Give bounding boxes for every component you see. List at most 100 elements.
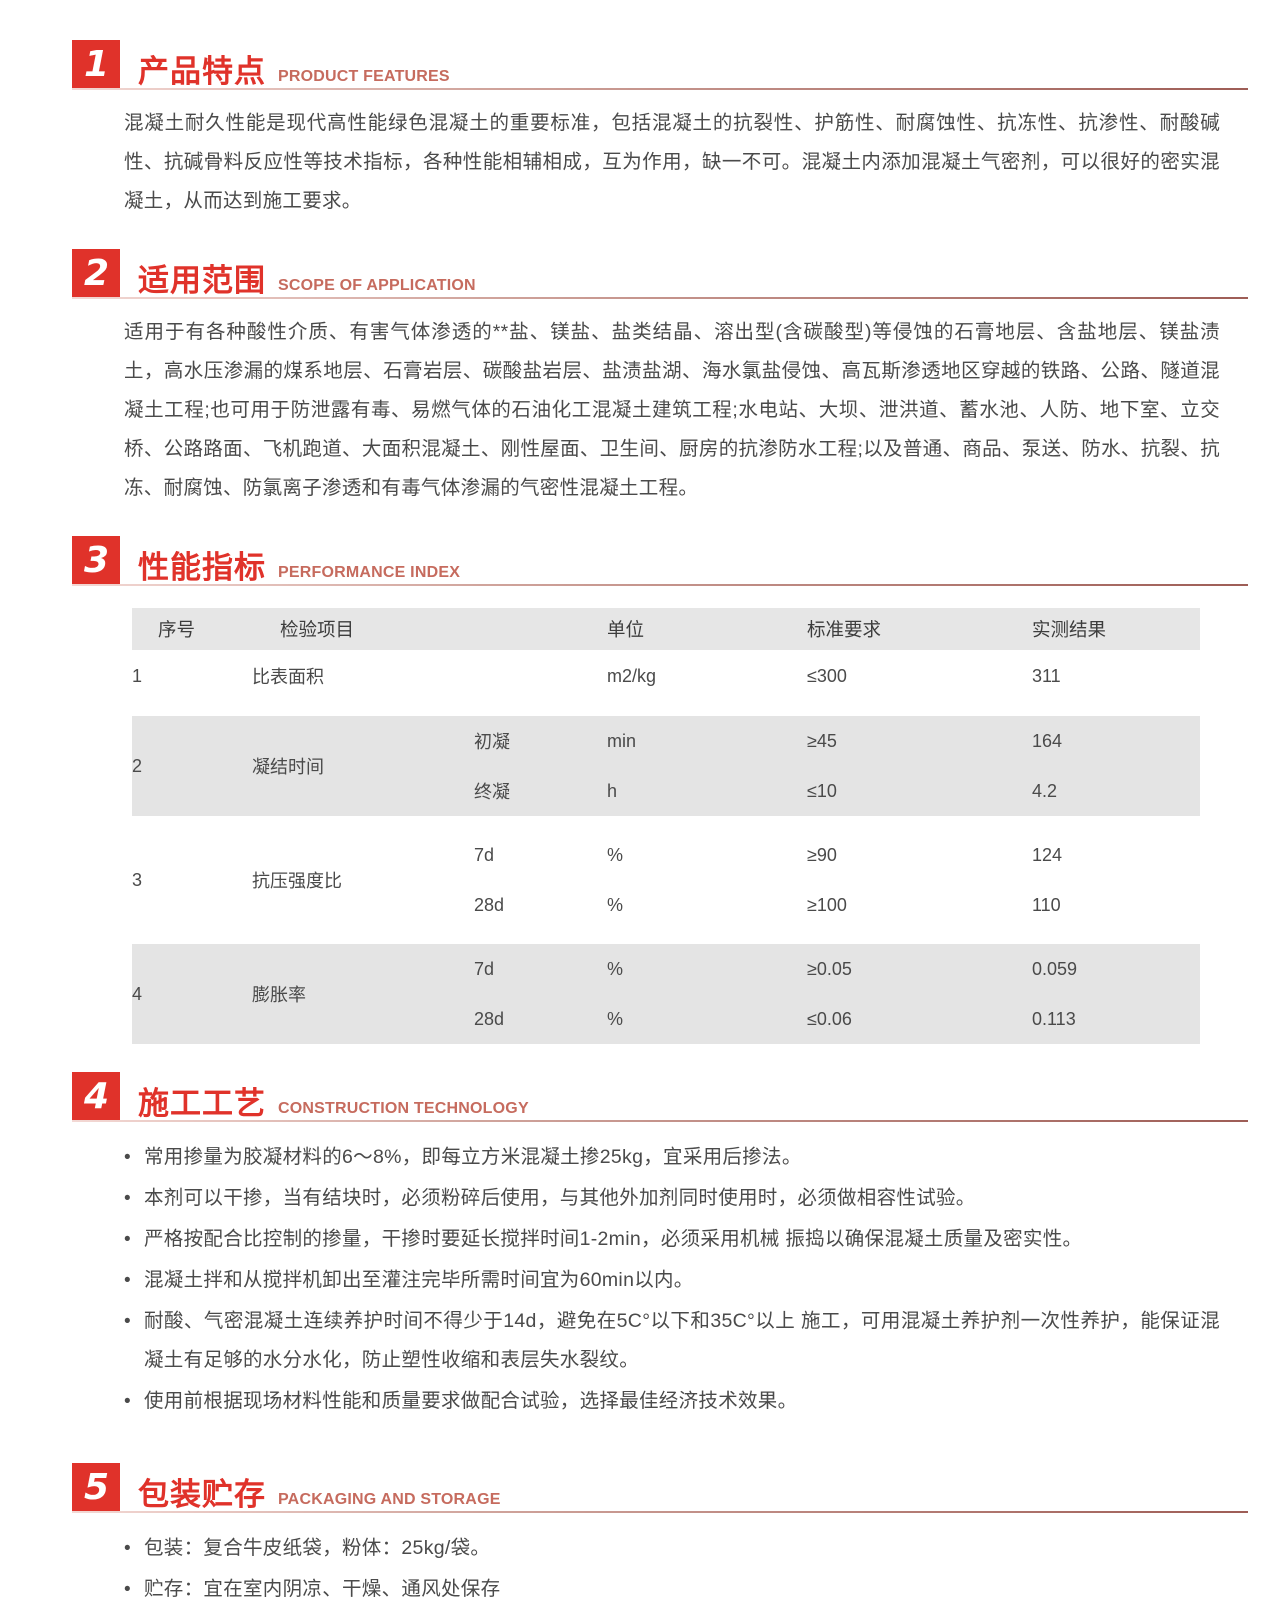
performance-table-wrap: 序号 检验项目 单位 标准要求 实测结果 1 比表面积 m2/kg [0,586,1280,1044]
section-title-en: PACKAGING AND STORAGE [278,1491,501,1508]
cell-sub: 终凝 [474,782,510,802]
paragraph-text: 适用于有各种酸性介质、有害气体渗透的**盐、镁盐、盐类结晶、溶出型(含碳酸型)等… [124,321,1220,499]
cell-unit: min [607,730,637,751]
section-number-badge: 4 [72,1072,120,1122]
section-title-en: PRODUCT FEATURES [278,68,450,85]
section-scope-of-application: 2 适用范围 SCOPE OF APPLICATION 适用于有各种酸性介质、有… [0,247,1280,508]
cell-no: 3 [132,869,143,890]
list-item: 常用掺量为胶凝材料的6～8%，即每立方米混凝土掺25kg，宜采用后掺法。 [124,1138,1220,1177]
paragraph-text: 混凝土耐久性能是现代高性能绿色混凝土的重要标准，包括混凝土的抗裂性、护筋性、耐腐… [124,112,1220,212]
list-item: 严格按配合比控制的掺量，干掺时要延长搅拌时间1-2min，必须采用机械 振捣以确… [124,1220,1220,1259]
cell-standard: ≤10 [807,780,837,801]
section-gap-4 [0,1423,1280,1461]
cell-unit: % [607,1008,624,1029]
section-gap-2 [0,508,1280,534]
column-header-result: 实测结果 [1032,619,1107,640]
section-title-cn: 性能指标 [138,550,266,585]
row-spacer [132,702,1200,716]
section-title-cn: 包装贮存 [138,1477,266,1512]
section-gap-3 [0,1044,1280,1070]
cell-item: 膨胀率 [252,985,306,1005]
section-number-badge: 1 [72,40,120,90]
cell-result: 311 [1032,665,1061,686]
cell-unit: % [607,958,624,979]
cell-result: 0.059 [1032,958,1078,979]
table-header-row: 序号 检验项目 单位 标准要求 实测结果 [132,608,1200,650]
list-item: 使用前根据现场材料性能和质量要求做配合试验，选择最佳经济技术效果。 [124,1382,1220,1421]
section-divider [72,1511,1248,1513]
cell-unit: % [607,844,624,865]
cell-result: 4.2 [1032,780,1058,801]
cell-result: 124 [1032,844,1063,865]
section-title-en: SCOPE OF APPLICATION [278,277,476,294]
section-packaging-and-storage: 5 包装贮存 PACKAGING AND STORAGE 包装：复合牛皮纸袋，粉… [0,1461,1280,1609]
product-datasheet-page: 1 产品特点 PRODUCT FEATURES 混凝土耐久性能是现代高性能绿色混… [0,0,1280,1484]
row-spacer [132,930,1200,944]
section-gap-1 [0,221,1280,247]
list-item: 本剂可以干掺，当有结块时，必须粉碎后使用，与其他外加剂同时使用时，必须做相容性试… [124,1179,1220,1218]
list-item: 耐酸、气密混凝土连续养护时间不得少于14d，避免在5C°以下和35C°以上 施工… [124,1302,1220,1380]
construction-bullet-list: 常用掺量为胶凝材料的6～8%，即每立方米混凝土掺25kg，宜采用后掺法。 本剂可… [0,1122,1280,1421]
cell-item: 凝结时间 [252,757,324,777]
cell-sub: 28d [474,1008,505,1029]
section-title-cn: 施工工艺 [138,1086,266,1121]
cell-unit: m2/kg [607,665,657,686]
section-divider [72,88,1248,90]
section-number-badge: 2 [72,249,120,299]
cell-no: 4 [132,983,143,1004]
cell-result: 110 [1032,894,1061,915]
section-heading: 1 产品特点 PRODUCT FEATURES [0,38,1280,90]
section-divider [72,1120,1248,1122]
section-body: 适用于有各种酸性介质、有害气体渗透的**盐、镁盐、盐类结晶、溶出型(含碳酸型)等… [0,299,1280,508]
column-header-standard: 标准要求 [807,619,882,640]
cell-unit: % [607,894,624,915]
cell-result: 164 [1032,730,1063,751]
cell-standard: ≥100 [807,894,847,915]
section-title-cn: 产品特点 [138,54,266,89]
list-item: 贮存：宜在室内阴凉、干燥、通风处保存 [124,1570,1220,1609]
table-row: 1 比表面积 m2/kg ≤300 311 [132,650,1200,702]
column-header-unit: 单位 [607,619,645,640]
cell-standard: ≥90 [807,844,837,865]
cell-standard: ≥0.05 [807,958,852,979]
cell-no: 1 [132,665,143,686]
table-row: 2 凝结时间 初凝 min ≥45 164 [132,716,1200,777]
cell-sub [462,650,597,702]
column-header-no: 序号 [158,619,196,640]
section-body: 混凝土耐久性能是现代高性能绿色混凝土的重要标准，包括混凝土的抗裂性、护筋性、耐腐… [0,90,1280,221]
cell-item: 抗压强度比 [252,871,342,891]
section-divider [72,584,1248,586]
list-item: 混凝土拌和从搅拌机卸出至灌注完毕所需时间宜为60min以内。 [124,1261,1220,1300]
cell-sub: 7d [474,844,495,865]
column-header-sub [462,608,597,650]
cell-result: 0.113 [1032,1008,1076,1029]
cell-standard: ≤0.06 [807,1008,852,1029]
cell-unit: h [607,780,618,801]
section-heading: 3 性能指标 PERFORMANCE INDEX [0,534,1280,586]
section-heading: 5 包装贮存 PACKAGING AND STORAGE [0,1461,1280,1513]
section-title-en: CONSTRUCTION TECHNOLOGY [278,1100,529,1117]
packaging-bullet-list: 包装：复合牛皮纸袋，粉体：25kg/袋。 贮存：宜在室内阴凉、干燥、通风处保存 [0,1513,1280,1609]
section-title-cn: 适用范围 [138,263,266,298]
cell-standard: ≤300 [807,665,847,686]
list-item: 包装：复合牛皮纸袋，粉体：25kg/袋。 [124,1529,1220,1568]
section-heading: 2 适用范围 SCOPE OF APPLICATION [0,247,1280,299]
cell-sub: 初凝 [474,732,510,752]
table-row: 3 抗压强度比 7d % ≥90 124 [132,830,1200,891]
section-heading: 4 施工工艺 CONSTRUCTION TECHNOLOGY [0,1070,1280,1122]
cell-sub: 28d [474,894,505,915]
table-body: 1 比表面积 m2/kg ≤300 311 2 凝结时间 初凝 min [132,650,1200,1044]
cell-item: 比表面积 [252,667,324,687]
table-head: 序号 检验项目 单位 标准要求 实测结果 [132,608,1200,650]
section-construction-technology: 4 施工工艺 CONSTRUCTION TECHNOLOGY 常用掺量为胶凝材料… [0,1070,1280,1421]
section-performance-index: 3 性能指标 PERFORMANCE INDEX 序号 检验项目 单位 标准要求… [0,534,1280,1044]
cell-standard: ≥45 [807,730,837,751]
section-title-en: PERFORMANCE INDEX [278,564,461,581]
performance-index-table: 序号 检验项目 单位 标准要求 实测结果 1 比表面积 m2/kg [132,608,1200,1044]
cell-sub: 7d [474,958,495,979]
top-spacer [0,0,1280,38]
cell-no: 2 [132,755,143,776]
section-number-badge: 5 [72,1463,120,1513]
section-number-badge: 3 [72,536,120,586]
section-product-features: 1 产品特点 PRODUCT FEATURES 混凝土耐久性能是现代高性能绿色混… [0,38,1280,221]
